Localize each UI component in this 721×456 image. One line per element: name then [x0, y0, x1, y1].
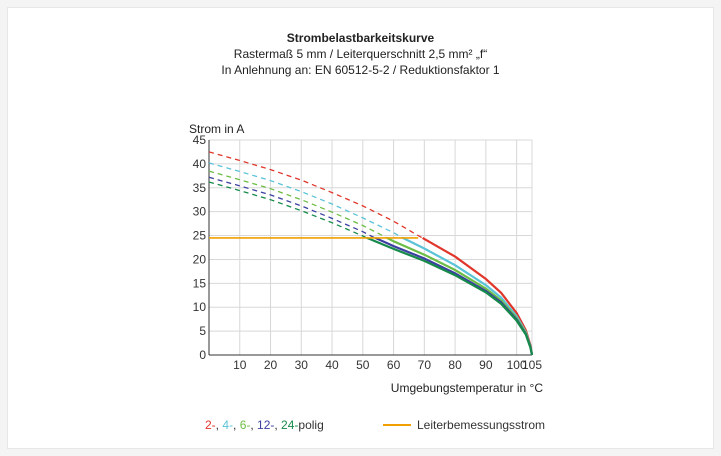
y-tick-label: 20 — [193, 252, 207, 266]
series-line-dashed-2 — [208, 151, 423, 239]
x-tick-label: 30 — [295, 358, 309, 372]
x-tick-label: 10 — [233, 358, 247, 372]
series-line-dashed-4 — [208, 162, 404, 239]
x-tick-label: 20 — [264, 358, 278, 372]
series-legend: 2-, 4-, 6-, 12-, 24-polig — [205, 418, 324, 432]
y-tick-label: 40 — [193, 157, 207, 171]
x-tick-label: 70 — [418, 358, 432, 372]
x-tick-label: 80 — [448, 358, 462, 372]
legend-item: , — [233, 418, 240, 432]
chart-subtitle-1: Rastermaß 5 mm / Leiterquerschnitt 2,5 m… — [233, 47, 488, 61]
chart-subtitle-2: In Anlehnung an: EN 60512-5-2 / Reduktio… — [221, 63, 500, 77]
x-tick-label: 105 — [522, 358, 542, 372]
rated-current-legend: Leiterbemessungsstrom — [383, 418, 545, 432]
y-tick-label: 15 — [193, 276, 207, 290]
legend-item: , — [250, 418, 258, 432]
y-tick-label: 35 — [193, 181, 207, 195]
y-tick-label: 30 — [193, 205, 207, 219]
y-tick-label: 5 — [199, 324, 206, 338]
x-axis-label: Umgebungstemperatur in °C — [391, 381, 544, 395]
legend-item: 24- — [281, 418, 299, 432]
series-line-dashed-12 — [208, 176, 376, 239]
y-tick-label: 45 — [193, 133, 207, 147]
chart-title: Strombelastbarkeitskurve — [286, 31, 435, 45]
y-tick-label: 25 — [193, 229, 207, 243]
chart-card — [7, 7, 714, 449]
chart-titles: Strombelastbarkeitskurve Rastermaß 5 mm … — [0, 30, 721, 78]
x-tick-label: 90 — [479, 358, 493, 372]
y-tick-label: 10 — [193, 300, 207, 314]
legend-item: 4- — [222, 418, 234, 432]
legend-item: , — [274, 418, 282, 432]
legend-item: 2- — [205, 418, 216, 432]
series-line-solid-4 — [402, 236, 534, 356]
rated-current-legend-label: Leiterbemessungsstrom — [417, 418, 546, 432]
x-tick-label: 40 — [325, 358, 339, 372]
legend-item: 12- — [257, 418, 275, 432]
y-tick-label: 0 — [199, 348, 206, 362]
rated-current-legend-swatch — [383, 424, 411, 426]
series-line-dashed-6 — [208, 170, 388, 239]
x-tick-label: 50 — [356, 358, 370, 372]
series-line-dashed-24 — [208, 181, 368, 239]
x-tick-label: 60 — [387, 358, 401, 372]
series-line-solid-24 — [366, 236, 534, 356]
y-axis-label: Strom in A — [189, 122, 244, 136]
x-tick-label: 100 — [507, 358, 527, 372]
legend-item: 6- — [239, 418, 251, 432]
legend-item: , — [215, 418, 223, 432]
legend-item: polig — [298, 418, 324, 432]
